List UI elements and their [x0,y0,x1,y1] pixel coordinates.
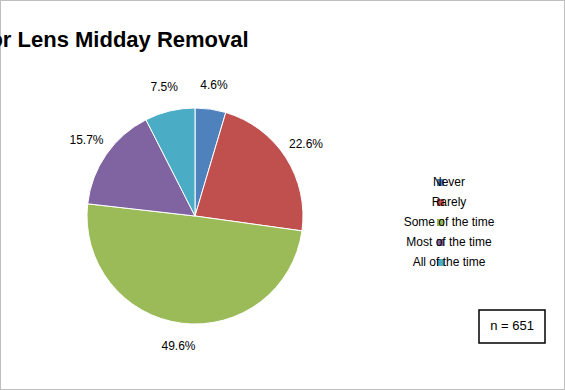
svg-text:4.6%: 4.6% [200,78,228,92]
svg-text:n = 651: n = 651 [490,318,534,333]
svg-text:Some of the time: Some of the time [404,215,495,229]
svg-text:49.6%: 49.6% [161,339,195,353]
svg-text:All of the time: All of the time [413,255,486,269]
svg-text:Rarely: Rarely [432,195,467,209]
svg-text:22.6%: 22.6% [289,137,323,151]
svg-text:Recommendation for Lens Midday: Recommendation for Lens Midday Removal [0,27,249,52]
svg-text:7.5%: 7.5% [151,80,179,94]
svg-text:15.7%: 15.7% [70,133,104,147]
svg-text:Most of the time: Most of the time [406,235,492,249]
svg-text:Never: Never [433,175,465,189]
